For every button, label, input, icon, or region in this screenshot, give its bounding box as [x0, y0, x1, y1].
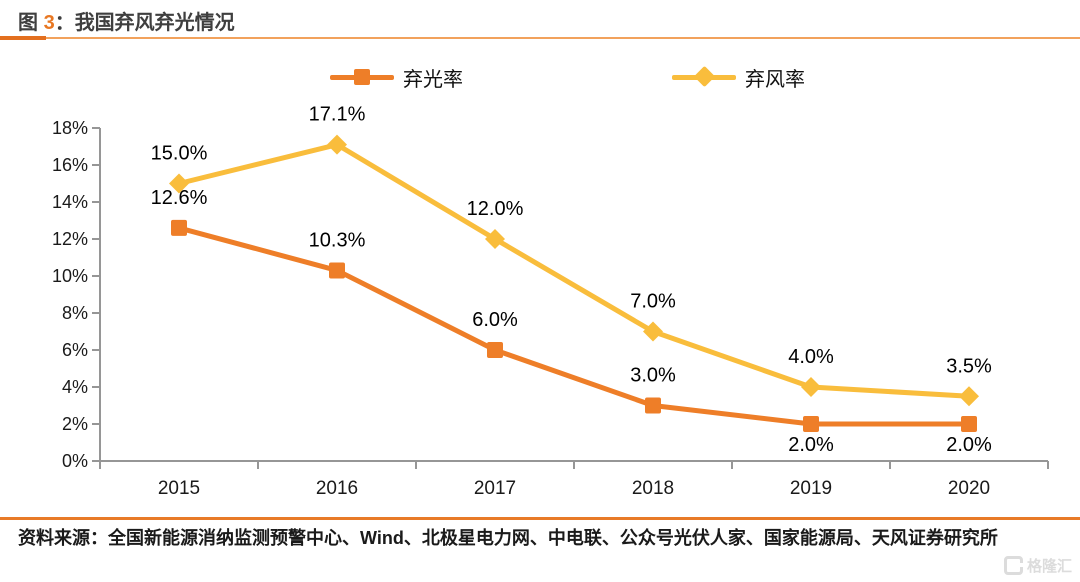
data-point-diamond-marker — [959, 386, 979, 407]
y-axis-tick-label: 14% — [52, 192, 88, 212]
x-axis-tick-label: 2017 — [474, 478, 516, 499]
y-axis-tick-label: 16% — [52, 155, 88, 175]
data-point-label: 3.0% — [630, 365, 676, 387]
figure-header: 图 3：我国弃风弃光情况 — [0, 0, 1080, 40]
figure-label: 图 — [18, 12, 38, 34]
series-line — [176, 142, 972, 399]
data-point-label: 7.0% — [630, 291, 676, 313]
legend-diamond-marker-icon — [672, 60, 736, 94]
y-axis-tick-label: 18% — [52, 118, 88, 138]
watermark: 格隆汇 — [1003, 555, 1072, 576]
data-point-diamond-marker — [485, 229, 505, 249]
legend-item-wind-curtailment: 弃风率 — [672, 60, 805, 94]
figure-title: 图 3：我国弃风弃光情况 — [18, 6, 235, 35]
data-point-label: 2.0% — [788, 434, 834, 456]
chart-legend: 弃光率 弃风率 — [0, 60, 1080, 94]
legend-label-wind: 弃风率 — [745, 68, 805, 91]
watermark-text: 格隆汇 — [1026, 558, 1072, 575]
data-point-label: 17.1% — [309, 104, 366, 126]
header-rule — [0, 37, 1080, 39]
data-point-label: 10.3% — [309, 229, 366, 251]
data-point-square-marker — [329, 262, 345, 279]
data-point-label: 3.5% — [946, 355, 992, 377]
y-axis-tick-label: 8% — [62, 303, 88, 323]
y-axis-tick-label: 4% — [62, 377, 88, 397]
source-footer: 资料来源：全国新能源消纳监测预警中心、Wind、北极星电力网、中电联、公众号光伏… — [0, 517, 1080, 582]
y-axis-tick-label: 12% — [52, 229, 88, 249]
x-axis-tick-label: 2018 — [632, 478, 674, 499]
data-point-label: 12.6% — [151, 187, 208, 209]
x-axis-tick-label: 2020 — [948, 478, 990, 499]
y-axis-tick-label: 10% — [52, 266, 88, 286]
source-text: 资料来源：全国新能源消纳监测预警中心、Wind、北极星电力网、中电联、公众号光伏… — [18, 528, 998, 548]
data-point-label: 6.0% — [472, 309, 518, 331]
curtailment-line-chart: 0% 2% 4% 6% 8% 10% 12% 14% 16% 18% 2015 2016 2017 201… — [52, 104, 1049, 499]
data-point-square-marker — [171, 219, 187, 236]
series-line — [176, 225, 972, 427]
x-axis-tick-label: 2016 — [316, 478, 358, 499]
y-axis-tick-label: 0% — [62, 451, 88, 471]
data-point-diamond-marker — [169, 173, 189, 194]
legend-label-solar: 弃光率 — [403, 68, 463, 91]
data-point-diamond-marker — [801, 377, 821, 397]
data-point-label: 15.0% — [151, 143, 208, 165]
data-point-square-marker — [645, 397, 661, 414]
data-point-diamond-marker — [327, 134, 347, 155]
y-axis-tick-label: 2% — [62, 414, 88, 434]
data-point-diamond-marker — [643, 321, 663, 342]
data-point-square-marker — [803, 416, 819, 432]
data-point-square-marker — [961, 416, 977, 432]
figure-number: 3 — [43, 12, 55, 34]
figure-title-text: 我国弃风弃光情况 — [74, 12, 235, 34]
x-axis-tick-label: 2015 — [158, 478, 200, 499]
data-point-label: 4.0% — [788, 346, 834, 368]
data-point-square-marker — [487, 342, 503, 358]
header-rule-accent — [0, 36, 46, 40]
y-axis-tick-label: 6% — [62, 340, 88, 360]
x-axis-tick-label: 2019 — [790, 478, 832, 499]
data-point-label: 12.0% — [467, 198, 524, 220]
legend-item-solar-curtailment: 弃光率 — [330, 60, 463, 94]
figure-separator: ： — [54, 12, 75, 34]
legend-square-marker-icon — [330, 60, 394, 94]
gelonghui-logo-icon — [1003, 556, 1023, 575]
data-point-label: 2.0% — [946, 434, 992, 456]
